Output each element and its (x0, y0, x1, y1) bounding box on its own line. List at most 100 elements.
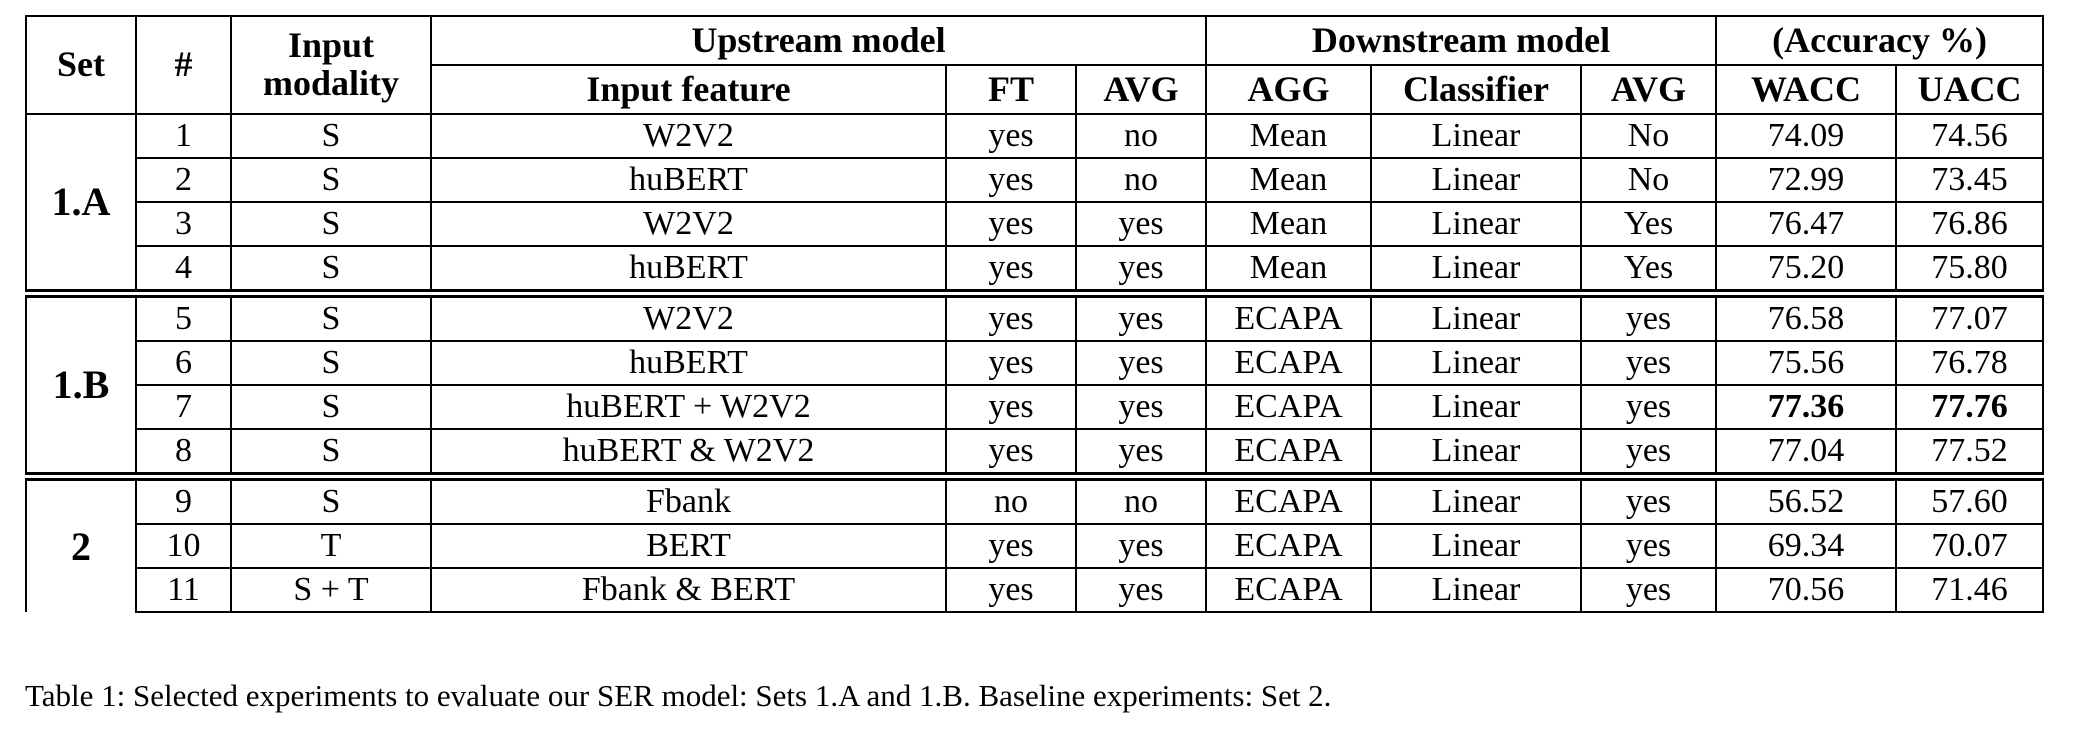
row-number: 2 (135, 157, 232, 202)
header-wacc: WACC (1715, 64, 1898, 114)
agg-cell: Mean (1205, 113, 1372, 158)
classifier-cell: Linear (1370, 245, 1582, 294)
avg-downstream-cell: yes (1579, 523, 1718, 568)
input-feature-cell: W2V2 (430, 201, 947, 246)
row-number: 8 (135, 428, 232, 477)
header-input-modality: Input modality (230, 15, 432, 114)
header-upstream-model: Upstream model (430, 15, 1207, 65)
agg-cell: Mean (1205, 201, 1372, 246)
wacc-cell: 77.04 (1715, 428, 1898, 477)
wacc-cell: 74.09 (1715, 113, 1898, 158)
set-label: 2 (25, 472, 137, 612)
header-input-feature: Input feature (430, 64, 947, 114)
ft-cell: yes (945, 201, 1077, 246)
wacc-cell: 72.99 (1715, 157, 1898, 202)
wacc-cell: 76.58 (1715, 289, 1898, 341)
header-accuracy: (Accuracy %) (1715, 15, 2045, 65)
ft-cell: yes (945, 340, 1077, 385)
header-number: # (135, 15, 232, 114)
agg-cell: ECAPA (1205, 472, 1372, 524)
input-modality-cell: S (230, 472, 432, 524)
uacc-cell: 77.07 (1895, 289, 2045, 341)
ft-cell: yes (945, 428, 1077, 477)
table-caption: Table 1: Selected experiments to evaluat… (25, 678, 1332, 713)
table-row: 1.A 1 S W2V2 yes no Mean Linear No 74.09 74.56 (25, 113, 2045, 294)
header-ft: FT (945, 64, 1077, 114)
uacc-cell: 70.07 (1895, 523, 2045, 568)
uacc-cell: 76.86 (1895, 201, 2045, 246)
classifier-cell: Linear (1370, 201, 1582, 246)
input-feature-cell: huBERT (430, 157, 947, 202)
input-feature-cell: W2V2 (430, 113, 947, 158)
row-number: 7 (135, 384, 232, 429)
results-table: Set # Input modality Upstream model Down… (25, 15, 2045, 613)
uacc-cell: 77.52 (1895, 428, 2045, 477)
agg-cell: ECAPA (1205, 384, 1372, 429)
input-modality-cell: S (230, 428, 432, 477)
input-feature-cell: huBERT (430, 340, 947, 385)
avg-upstream-cell: no (1075, 472, 1207, 524)
input-feature-cell: Fbank & BERT (430, 567, 947, 613)
classifier-cell: Linear (1370, 523, 1582, 568)
table-row: 3 S W2V2 yes yes Mean Linear Yes 76.47 76.86 (26, 201, 2045, 246)
set-label: 1.A (25, 113, 137, 294)
ft-cell: yes (945, 384, 1077, 429)
classifier-cell: Linear (1370, 340, 1582, 385)
input-feature-cell: huBERT & W2V2 (430, 428, 947, 477)
table-row: 2 9 S Fbank no no ECAPA Linear yes 56.52 57.60 (25, 472, 2045, 612)
avg-upstream-cell: yes (1075, 289, 1207, 341)
avg-downstream-cell: yes (1579, 289, 1718, 341)
avg-upstream-cell: yes (1075, 340, 1207, 385)
input-feature-cell: BERT (430, 523, 947, 568)
agg-cell: ECAPA (1205, 289, 1372, 341)
row-number: 11 (135, 567, 232, 613)
header-uacc: UACC (1895, 64, 2045, 114)
wacc-cell: 75.56 (1715, 340, 1898, 385)
agg-cell: Mean (1205, 157, 1372, 202)
classifier-cell: Linear (1370, 289, 1582, 341)
ft-cell: yes (945, 289, 1077, 341)
row-number: 6 (135, 340, 232, 385)
row-number: 5 (135, 289, 232, 341)
ft-cell: yes (945, 523, 1077, 568)
agg-cell: ECAPA (1205, 428, 1372, 477)
agg-cell: ECAPA (1205, 567, 1372, 613)
input-modality-cell: S (230, 340, 432, 385)
uacc-cell: 73.45 (1895, 157, 2045, 202)
input-modality-cell: S + T (230, 567, 432, 613)
wacc-cell: 75.20 (1715, 245, 1898, 294)
avg-upstream-cell: yes (1075, 523, 1207, 568)
wacc-cell: 70.56 (1715, 567, 1898, 613)
table-row: 1.B 5 S W2V2 yes yes ECAPA Linear yes 76.58 77.07 (25, 289, 2045, 477)
input-modality-cell: S (230, 289, 432, 341)
header-agg: AGG (1205, 64, 1372, 114)
wacc-cell: 56.52 (1715, 472, 1898, 524)
header-avg-downstream: AVG (1579, 64, 1718, 114)
avg-downstream-cell: yes (1579, 384, 1718, 429)
uacc-cell: 76.78 (1895, 340, 2045, 385)
row-number: 3 (135, 201, 232, 246)
avg-upstream-cell: no (1075, 113, 1207, 158)
ft-cell: yes (945, 113, 1077, 158)
wacc-cell: 76.47 (1715, 201, 1898, 246)
header-row-top: Set # Input modality Upstream model Down… (25, 15, 2045, 114)
avg-downstream-cell: yes (1579, 472, 1718, 524)
ft-cell: yes (945, 245, 1077, 294)
input-modality-cell: S (230, 245, 432, 294)
input-modality-cell: S (230, 113, 432, 158)
set-label: 1.B (25, 289, 137, 477)
input-feature-cell: W2V2 (430, 289, 947, 341)
header-row-bottom: Input feature FT AVG AGG Classifier AVG … (26, 64, 2045, 114)
input-feature-cell: huBERT + W2V2 (430, 384, 947, 429)
wacc-cell: 77.36 (1715, 384, 1898, 429)
avg-upstream-cell: yes (1075, 384, 1207, 429)
ft-cell: yes (945, 567, 1077, 613)
classifier-cell: Linear (1370, 428, 1582, 477)
uacc-cell: 71.46 (1895, 567, 2045, 613)
classifier-cell: Linear (1370, 157, 1582, 202)
